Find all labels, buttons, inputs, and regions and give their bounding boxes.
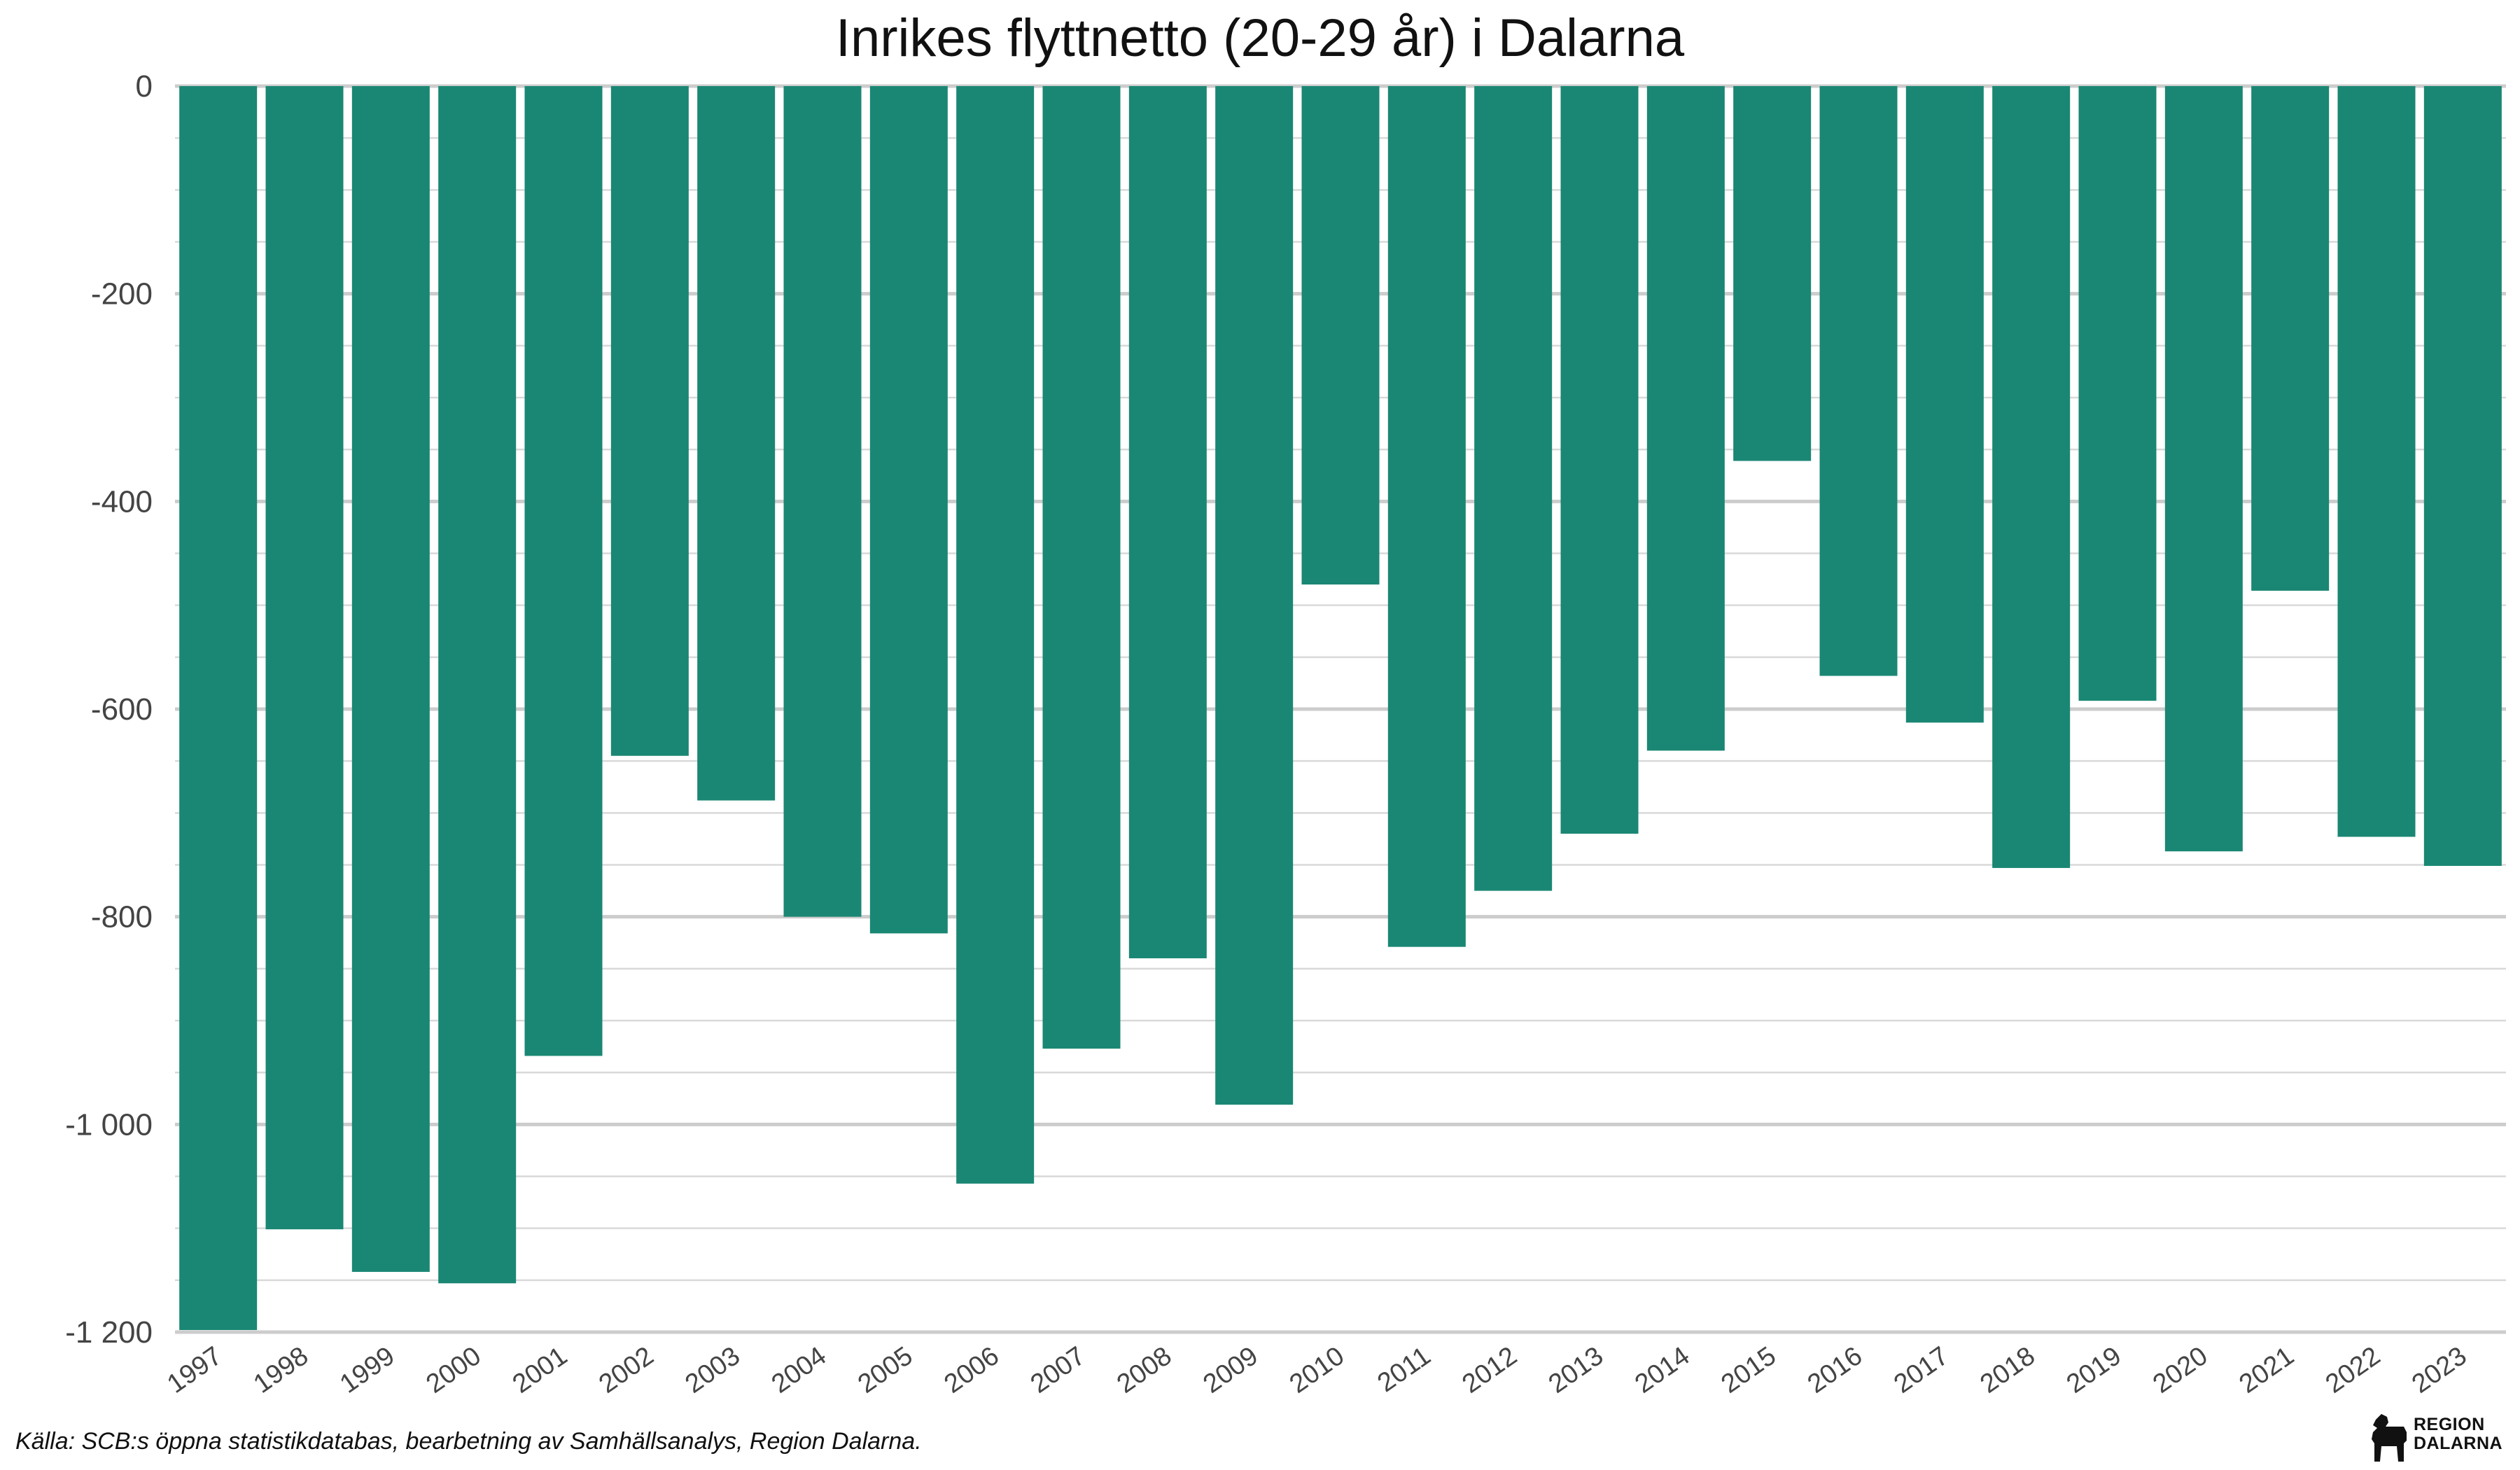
y-axis-ticks: 0 -200 -400 -600 -800 -1 000 -1 200 xyxy=(65,69,153,1350)
y-tick-label: -1 200 xyxy=(65,1315,153,1350)
bar-2018 xyxy=(1992,86,2071,868)
x-tick-label: 2013 xyxy=(1544,1341,1609,1399)
y-tick-label: -600 xyxy=(91,692,153,727)
x-tick-label: 2002 xyxy=(594,1341,659,1399)
bar-2021 xyxy=(2251,86,2330,591)
x-tick-label: 2020 xyxy=(2148,1341,2213,1399)
y-tick-label: 0 xyxy=(136,69,153,104)
bar-2012 xyxy=(1474,86,1553,891)
x-tick-label: 2005 xyxy=(853,1341,918,1399)
x-tick-label: 2012 xyxy=(1457,1341,1522,1399)
x-tick-label: 1999 xyxy=(335,1341,400,1399)
bar-2006 xyxy=(956,86,1035,1184)
bar-2023 xyxy=(2423,86,2502,866)
x-tick-label: 2023 xyxy=(2407,1341,2472,1399)
x-tick-label: 2007 xyxy=(1026,1341,1091,1399)
x-tick-label: 2018 xyxy=(1975,1341,2040,1399)
bar-2017 xyxy=(1905,86,1984,723)
x-axis-ticks: 1997 1998 1999 2000 2001 2002 2003 2004 2005 2006… xyxy=(162,1341,2472,1399)
bar-2007 xyxy=(1042,86,1121,1049)
x-tick-label: 2009 xyxy=(1198,1341,1263,1399)
bar-2001 xyxy=(524,86,603,1056)
bar-2000 xyxy=(438,86,517,1284)
logo-line-2: DALARNA xyxy=(2414,1434,2503,1453)
bar-2004 xyxy=(783,86,862,917)
logo-line-1: REGION xyxy=(2414,1415,2485,1434)
x-tick-label: 2019 xyxy=(2062,1341,2127,1399)
bar-1998 xyxy=(265,86,344,1230)
x-tick-label: 2008 xyxy=(1112,1341,1177,1399)
source-caption: Källa: SCB:s öppna statistikdatabas, bea… xyxy=(15,1428,922,1455)
chart-title: Inrikes flyttnetto (20-29 år) i Dalarna xyxy=(835,8,1685,68)
x-tick-label: 2003 xyxy=(680,1341,745,1399)
x-tick-label: 2021 xyxy=(2234,1341,2299,1399)
region-dalarna-logo: REGION DALARNA xyxy=(2366,1407,2513,1466)
bar-2008 xyxy=(1128,86,1207,958)
bar-2016 xyxy=(1819,86,1898,676)
y-tick-label: -1 000 xyxy=(65,1107,153,1142)
bar-2003 xyxy=(697,86,776,801)
x-tick-label: 1998 xyxy=(248,1341,314,1399)
x-tick-label: 2000 xyxy=(421,1341,486,1399)
y-tick-label: -200 xyxy=(91,277,153,312)
bar-2022 xyxy=(2337,86,2416,837)
x-tick-label: 1997 xyxy=(162,1341,227,1399)
x-tick-label: 2016 xyxy=(1802,1341,1868,1399)
dalecarlian-horse-icon xyxy=(2372,1414,2407,1462)
x-tick-label: 2006 xyxy=(939,1341,1004,1399)
bar-1997 xyxy=(179,86,258,1331)
bar-2010 xyxy=(1301,86,1380,584)
bar-2011 xyxy=(1387,86,1466,947)
x-tick-label: 2014 xyxy=(1630,1341,1695,1399)
bar-2002 xyxy=(610,86,689,756)
bars xyxy=(179,86,2502,1331)
bar-1999 xyxy=(351,86,430,1272)
x-tick-label: 2017 xyxy=(1889,1341,1954,1399)
bar-2015 xyxy=(1733,86,1812,461)
x-tick-label: 2010 xyxy=(1284,1341,1350,1399)
bar-2014 xyxy=(1646,86,1725,751)
bar-2013 xyxy=(1560,86,1639,834)
bar-2020 xyxy=(2164,86,2243,852)
bar-2019 xyxy=(2078,86,2157,701)
x-tick-label: 2004 xyxy=(766,1341,832,1399)
bar-2005 xyxy=(869,86,948,934)
x-tick-label: 2022 xyxy=(2320,1341,2386,1399)
logo-text: REGION DALARNA xyxy=(2414,1415,2502,1453)
y-tick-label: -800 xyxy=(91,900,153,934)
y-tick-label: -400 xyxy=(91,484,153,519)
x-tick-label: 2011 xyxy=(1372,1341,1436,1398)
x-tick-label: 2001 xyxy=(507,1341,573,1399)
bar-2009 xyxy=(1215,86,1294,1105)
x-tick-label: 2015 xyxy=(1716,1341,1781,1399)
